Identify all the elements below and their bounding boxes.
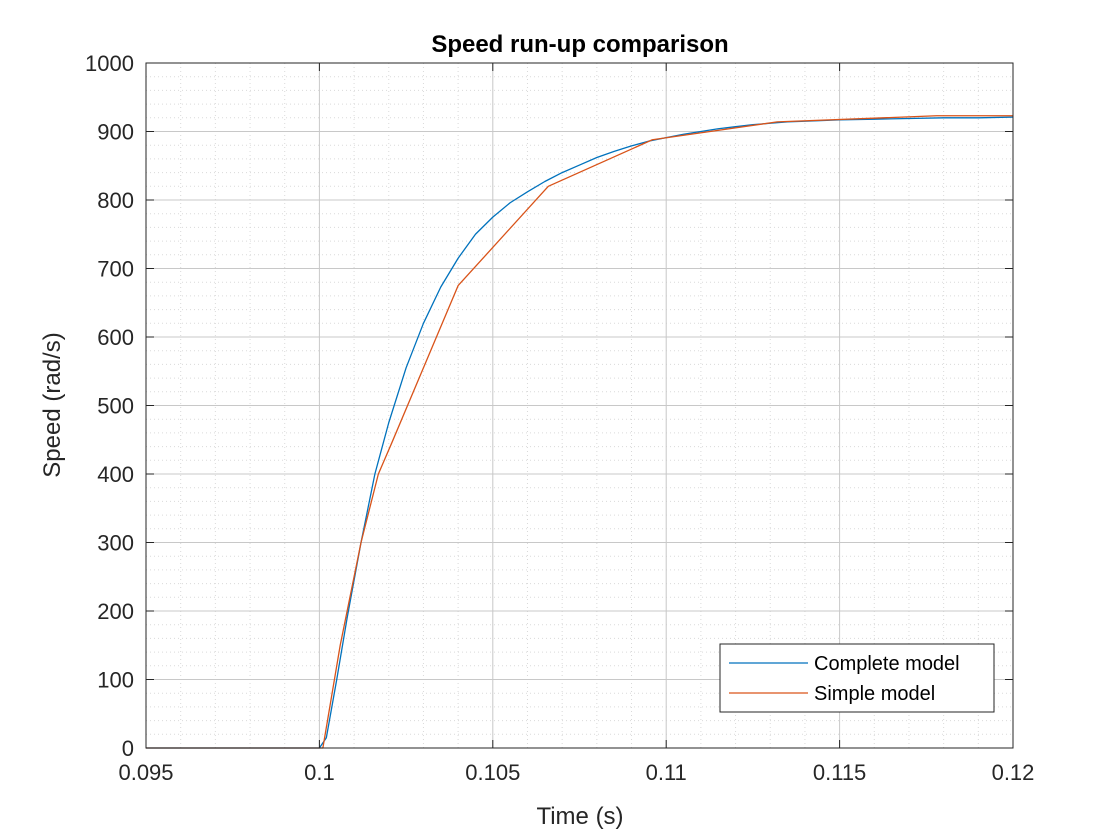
y-tick-label: 900: [97, 120, 134, 145]
y-tick-label: 100: [97, 668, 134, 693]
minor-grid: [146, 63, 1013, 748]
ticks: [145, 62, 1014, 749]
y-axis-title: Speed (rad/s): [39, 332, 66, 477]
y-tick-label: 400: [97, 462, 134, 487]
x-tick-label: 0.11: [646, 760, 687, 785]
y-tick-label: 800: [97, 188, 134, 213]
x-axis-title: Time (s): [536, 803, 623, 830]
y-tick-label: 200: [97, 599, 134, 624]
y-tick-labels: 0 100 200 300 400 500 600 700 800 900 1000: [85, 51, 134, 761]
x-tick-label: 0.115: [813, 760, 866, 785]
y-tick-label: 600: [97, 325, 134, 350]
y-tick-label: 0: [122, 736, 134, 761]
y-tick-label: 300: [97, 531, 134, 556]
legend-box: [719, 643, 995, 713]
x-tick-labels: 0.095 0.1 0.105 0.11 0.115 0.12: [118, 760, 1034, 785]
x-tick-label: 0.095: [118, 760, 173, 785]
y-tick-label: 1000: [85, 51, 134, 76]
y-tick-label: 500: [97, 394, 134, 419]
x-tick-label: 0.12: [992, 760, 1035, 785]
chart-title: Speed run-up comparison: [431, 31, 728, 58]
legend-label-complete-model: Complete model: [814, 653, 960, 675]
legend: Complete model Simple model: [719, 643, 995, 713]
x-tick-label: 0.1: [304, 760, 335, 785]
y-tick-label: 700: [97, 257, 134, 282]
legend-label-simple-model: Simple model: [814, 683, 935, 705]
x-tick-label: 0.105: [465, 760, 520, 785]
